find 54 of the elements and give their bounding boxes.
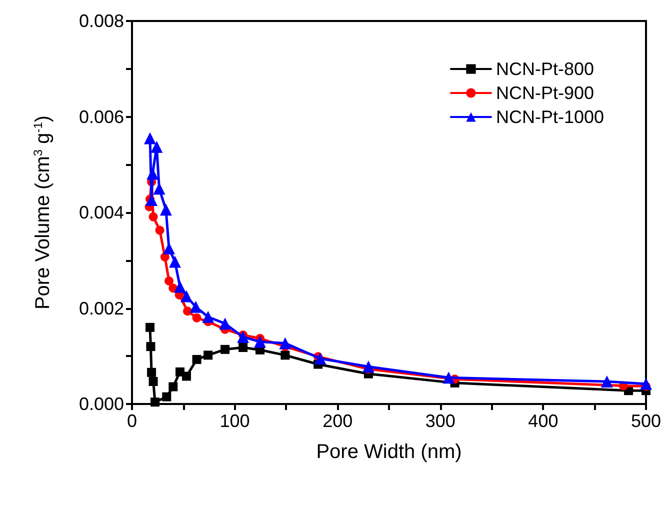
point [168, 256, 181, 268]
point [314, 352, 326, 365]
point [202, 310, 214, 323]
point [150, 398, 160, 407]
x-tick-label: 400 [528, 411, 558, 431]
point [238, 343, 248, 352]
y-tick-label: 0.006 [78, 106, 124, 127]
legend-label: NCN-Pt-900 [496, 83, 594, 103]
point [174, 280, 186, 293]
x-tick-label: 0 [126, 411, 138, 431]
point [280, 350, 290, 360]
point [145, 322, 154, 332]
point [600, 376, 613, 388]
point [148, 377, 158, 386]
point [219, 318, 232, 330]
point [162, 392, 172, 402]
point [146, 168, 159, 180]
point [155, 226, 164, 235]
x-tick-label: 500 [630, 411, 662, 431]
point [192, 313, 202, 322]
point [183, 306, 192, 316]
y-tick-label: 0.000 [78, 394, 124, 414]
point [163, 242, 176, 254]
x-tick-label: 100 [220, 411, 250, 431]
point [148, 212, 158, 222]
point [153, 182, 166, 195]
point [147, 368, 156, 377]
point [182, 372, 191, 381]
legend-label: NCN-Pt-1000 [496, 107, 604, 127]
point [362, 360, 374, 373]
point [442, 372, 455, 384]
point [192, 354, 202, 364]
point [150, 140, 163, 153]
y-axis-title: Pore Volume (cm3 g-1) [31, 115, 54, 310]
point [160, 204, 172, 216]
point [168, 382, 178, 392]
y-tick-label: 0.004 [78, 202, 124, 222]
point [164, 276, 174, 286]
x-tick-label: 200 [322, 411, 353, 431]
y-tick-label: 0.002 [78, 298, 124, 318]
point [180, 290, 192, 302]
y-tick-label: 0.008 [78, 11, 124, 31]
point [254, 336, 266, 348]
point [237, 330, 250, 343]
x-tick-label: 300 [425, 411, 456, 431]
point [279, 337, 292, 350]
point [190, 300, 202, 313]
point [640, 378, 652, 390]
point [220, 344, 230, 354]
x-axis-title: Pore Width (nm) [316, 441, 462, 463]
point [144, 132, 156, 144]
point [204, 350, 213, 360]
legend-label: NCN-Pt-800 [496, 59, 594, 79]
point [146, 342, 156, 352]
